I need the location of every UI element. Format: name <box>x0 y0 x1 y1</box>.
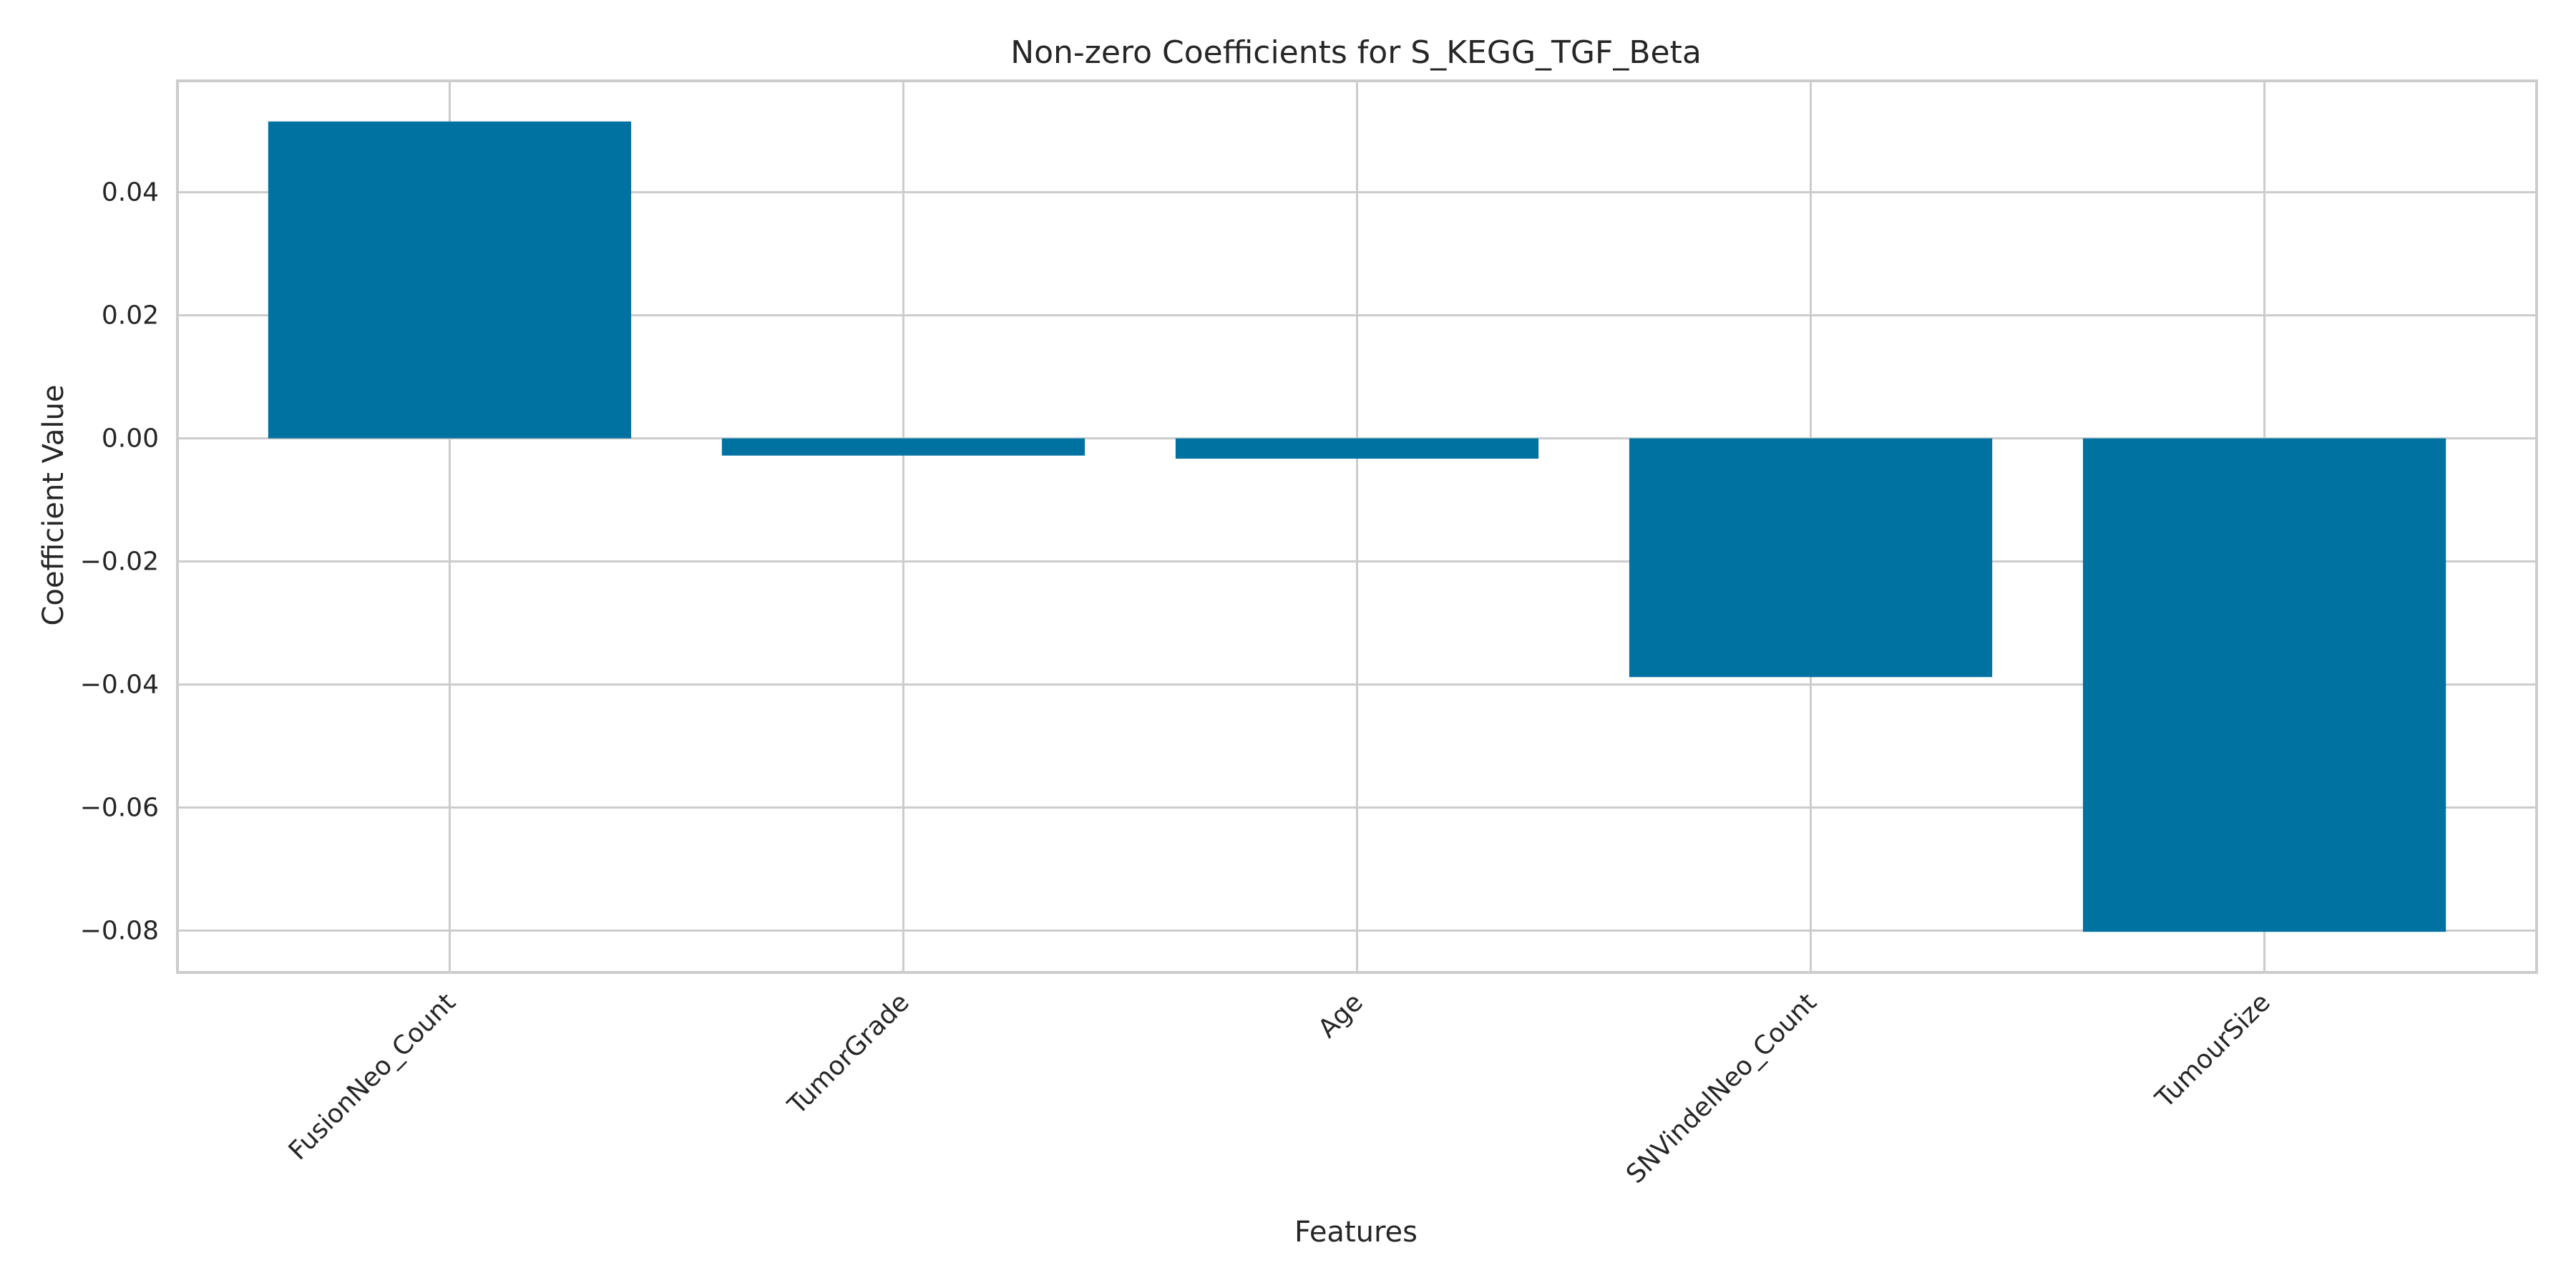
bar-age <box>1175 438 1539 459</box>
y-tick-label: 0.04 <box>102 178 159 208</box>
chart-title: Non-zero Coefficients for S_KEGG_TGF_Bet… <box>1010 34 1702 71</box>
bar-fusionneo-count <box>268 121 632 439</box>
y-tick-label: 0.02 <box>102 301 159 331</box>
y-tick-label: −0.04 <box>80 670 159 700</box>
bar-tumorgrade <box>721 438 1085 456</box>
y-tick-labels: 0.04 0.02 0.00 −0.02 −0.04 −0.06 −0.08 <box>80 178 159 946</box>
y-tick-label: −0.08 <box>80 917 159 946</box>
y-axis-title: Coefficient Value <box>37 385 70 626</box>
y-tick-label: −0.02 <box>80 547 159 577</box>
y-tick-label: −0.06 <box>80 794 159 823</box>
bar-snvindelneo-count <box>1629 438 1993 678</box>
x-axis-title: Features <box>1294 1216 1418 1249</box>
y-tick-label: 0.00 <box>102 424 159 454</box>
bars <box>268 121 2446 932</box>
plot-frame <box>176 79 2538 974</box>
bar-tumoursize <box>2082 438 2446 932</box>
